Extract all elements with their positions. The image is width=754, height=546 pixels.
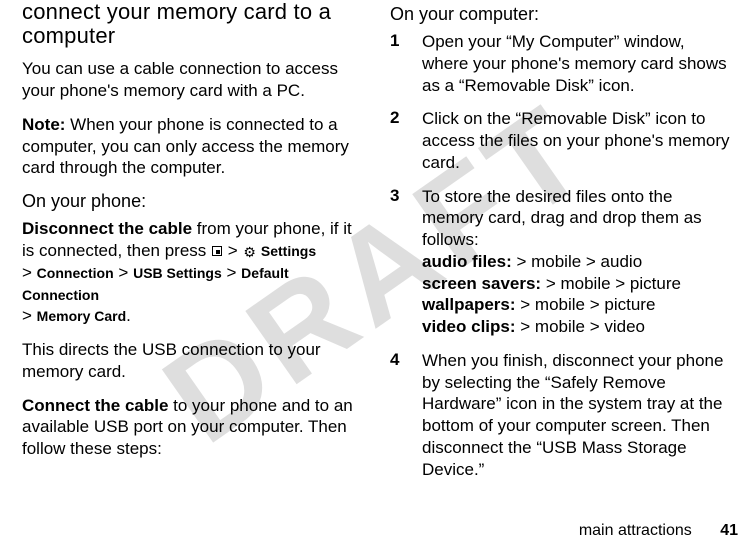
menu-usb: USB Settings [133,265,222,281]
on-phone-subhead: On your phone: [22,191,364,212]
step-text: When you finish, disconnect your phone b… [422,350,732,481]
note-label: Note: [22,115,65,134]
gt-4: > [227,263,237,282]
disconnect-label: Disconnect the cable [22,219,192,238]
step-row: 1 Open your “My Computer” window, where … [390,31,732,96]
step-number: 2 [390,108,422,173]
gt-5: > [22,306,32,325]
gt-1: > [228,241,238,260]
menu-settings: Settings [257,243,316,259]
videoclips-label: video clips: [422,317,516,336]
after-menu-text: This directs the USB connection to your … [22,339,364,383]
step-row: 3 To store the desired files onto the me… [390,186,732,338]
disconnect-para: Disconnect the cable from your phone, if… [22,218,364,327]
note-body: When your phone is connected to a comput… [22,115,349,178]
screensavers-path: > mobile > picture [541,274,681,293]
step-row: 4 When you finish, disconnect your phone… [390,350,732,481]
left-column: connect your memory card to a computer Y… [22,0,382,540]
audio-files-label: audio files: [422,252,512,271]
audio-files-path: > mobile > audio [512,252,642,271]
step-text: Click on the “Removable Disk” icon to ac… [422,108,732,173]
center-key-icon [212,246,222,256]
on-computer-subhead: On your computer: [390,4,732,25]
step-text: Open your “My Computer” window, where yo… [422,31,732,96]
step3-intro: To store the desired files onto the memo… [422,186,732,251]
step-number: 4 [390,350,422,481]
intro-text: You can use a cable connection to access… [22,58,364,102]
gt-2: > [22,263,32,282]
note-text: Note: When your phone is connected to a … [22,114,364,179]
step-number: 3 [390,186,422,338]
videoclips-path: > mobile > video [516,317,645,336]
step-number: 1 [390,31,422,96]
menu-memcard: Memory Card [37,308,126,324]
menu-connection: Connection [37,265,114,281]
page-spread: connect your memory card to a computer Y… [0,0,754,546]
connect-para: Connect the cable to your phone and to a… [22,395,364,460]
gt-3: > [118,263,128,282]
section-heading: connect your memory card to a computer [22,0,364,48]
screensavers-label: screen savers: [422,274,541,293]
step-row: 2 Click on the “Removable Disk” icon to … [390,108,732,173]
wallpapers-path: > mobile > picture [516,295,656,314]
connect-label: Connect the cable [22,396,168,415]
step-text: To store the desired files onto the memo… [422,186,732,338]
right-column: On your computer: 1 Open your “My Comput… [382,0,742,540]
wallpapers-label: wallpapers: [422,295,516,314]
period: . [126,306,131,325]
settings-icon: ⚙ [243,244,256,262]
